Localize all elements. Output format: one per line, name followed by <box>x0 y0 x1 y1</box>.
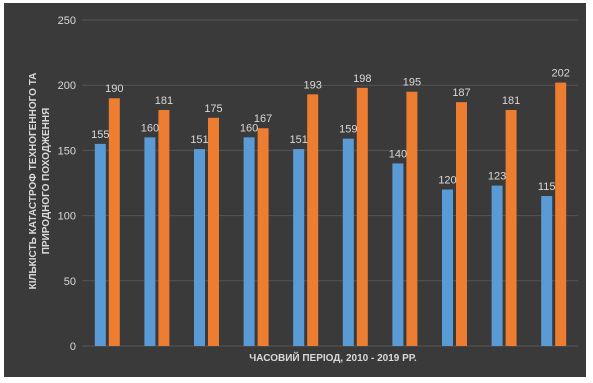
y-tick-label: 150 <box>58 145 76 157</box>
bar-series-2-item-2 <box>158 109 170 346</box>
y-tick-label: 100 <box>58 211 76 223</box>
bar-series-1-item-10 <box>541 196 553 346</box>
y-axis-ticks: 0 50 100 150 200 250 <box>58 15 76 353</box>
bar-series-2-item-10 <box>555 82 567 346</box>
bar-series-1-item-8 <box>442 189 453 346</box>
x-axis-title: ЧАСОВИЙ ПЕРІОД, 2010 - 2019 РР. <box>249 351 417 364</box>
bar-series-2-item-5 <box>307 94 319 346</box>
data-label-series-2-item-3: 175 <box>204 103 222 115</box>
bar-series-2-item-1 <box>108 98 120 347</box>
data-label-series-2-item-4: 167 <box>254 113 272 125</box>
gridlines <box>82 19 578 347</box>
bar-series-1-item-1 <box>94 143 106 346</box>
bar-series-1-item-2 <box>144 137 156 346</box>
y-tick-label: 200 <box>58 80 76 92</box>
bars <box>94 82 567 347</box>
data-label-series-2-item-8: 187 <box>452 87 470 99</box>
data-label-series-1-item-6: 159 <box>339 124 357 136</box>
y-tick-label: 50 <box>64 276 76 288</box>
data-label-series-2-item-9: 181 <box>502 95 520 107</box>
data-label-series-2-item-10: 202 <box>552 68 570 80</box>
y-tick-label: 250 <box>58 15 76 27</box>
data-label-series-2-item-1: 190 <box>105 83 123 95</box>
bar-series-2-item-8 <box>456 102 467 346</box>
bar-series-2-item-9 <box>505 109 517 346</box>
bar-series-1-item-9 <box>491 185 503 346</box>
y-tick-label: 0 <box>70 341 76 353</box>
data-label-series-2-item-7: 195 <box>403 77 421 89</box>
data-label-series-1-item-7: 140 <box>389 148 407 160</box>
data-labels: 155 160 151 160 151 159 140 120 123 115 190 181 175 1… <box>91 68 570 193</box>
data-label-series-1-item-4: 160 <box>240 122 258 134</box>
data-label-series-1-item-2: 160 <box>141 122 159 134</box>
data-label-series-1-item-9: 123 <box>488 171 506 183</box>
y-axis-title-line-1: КІЛЬКІСТЬ КАТАСТРОФ ТЕХНОГЕННОГО ТА <box>28 73 39 290</box>
bar-series-1-item-4 <box>243 137 255 346</box>
bar-series-1-item-3 <box>194 149 205 346</box>
data-label-series-2-item-5: 193 <box>304 79 322 91</box>
bar-series-2-item-3 <box>208 117 219 346</box>
y-axis-title-line-2: ПРИРОДНОГО ПОХОДЖЕННЯ <box>41 108 52 255</box>
y-axis-title: КІЛЬКІСТЬ КАТАСТРОФ ТЕХНОГЕННОГО ТА ПРИР… <box>28 73 52 290</box>
data-label-series-1-item-3: 151 <box>190 134 208 146</box>
bar-series-1-item-5 <box>293 149 305 346</box>
data-label-series-1-item-8: 120 <box>438 175 456 187</box>
bar-series-1-item-6 <box>342 138 354 346</box>
bar-series-2-item-6 <box>356 87 368 347</box>
bar-series-1-item-7 <box>392 163 404 346</box>
data-label-series-2-item-2: 181 <box>155 95 173 107</box>
data-label-series-1-item-10: 115 <box>538 181 556 193</box>
data-label-series-1-item-5: 151 <box>290 134 308 146</box>
bar-series-2-item-4 <box>257 128 269 346</box>
data-label-series-1-item-1: 155 <box>91 129 109 141</box>
bar-series-2-item-7 <box>406 91 418 346</box>
data-label-series-2-item-6: 198 <box>353 73 371 85</box>
